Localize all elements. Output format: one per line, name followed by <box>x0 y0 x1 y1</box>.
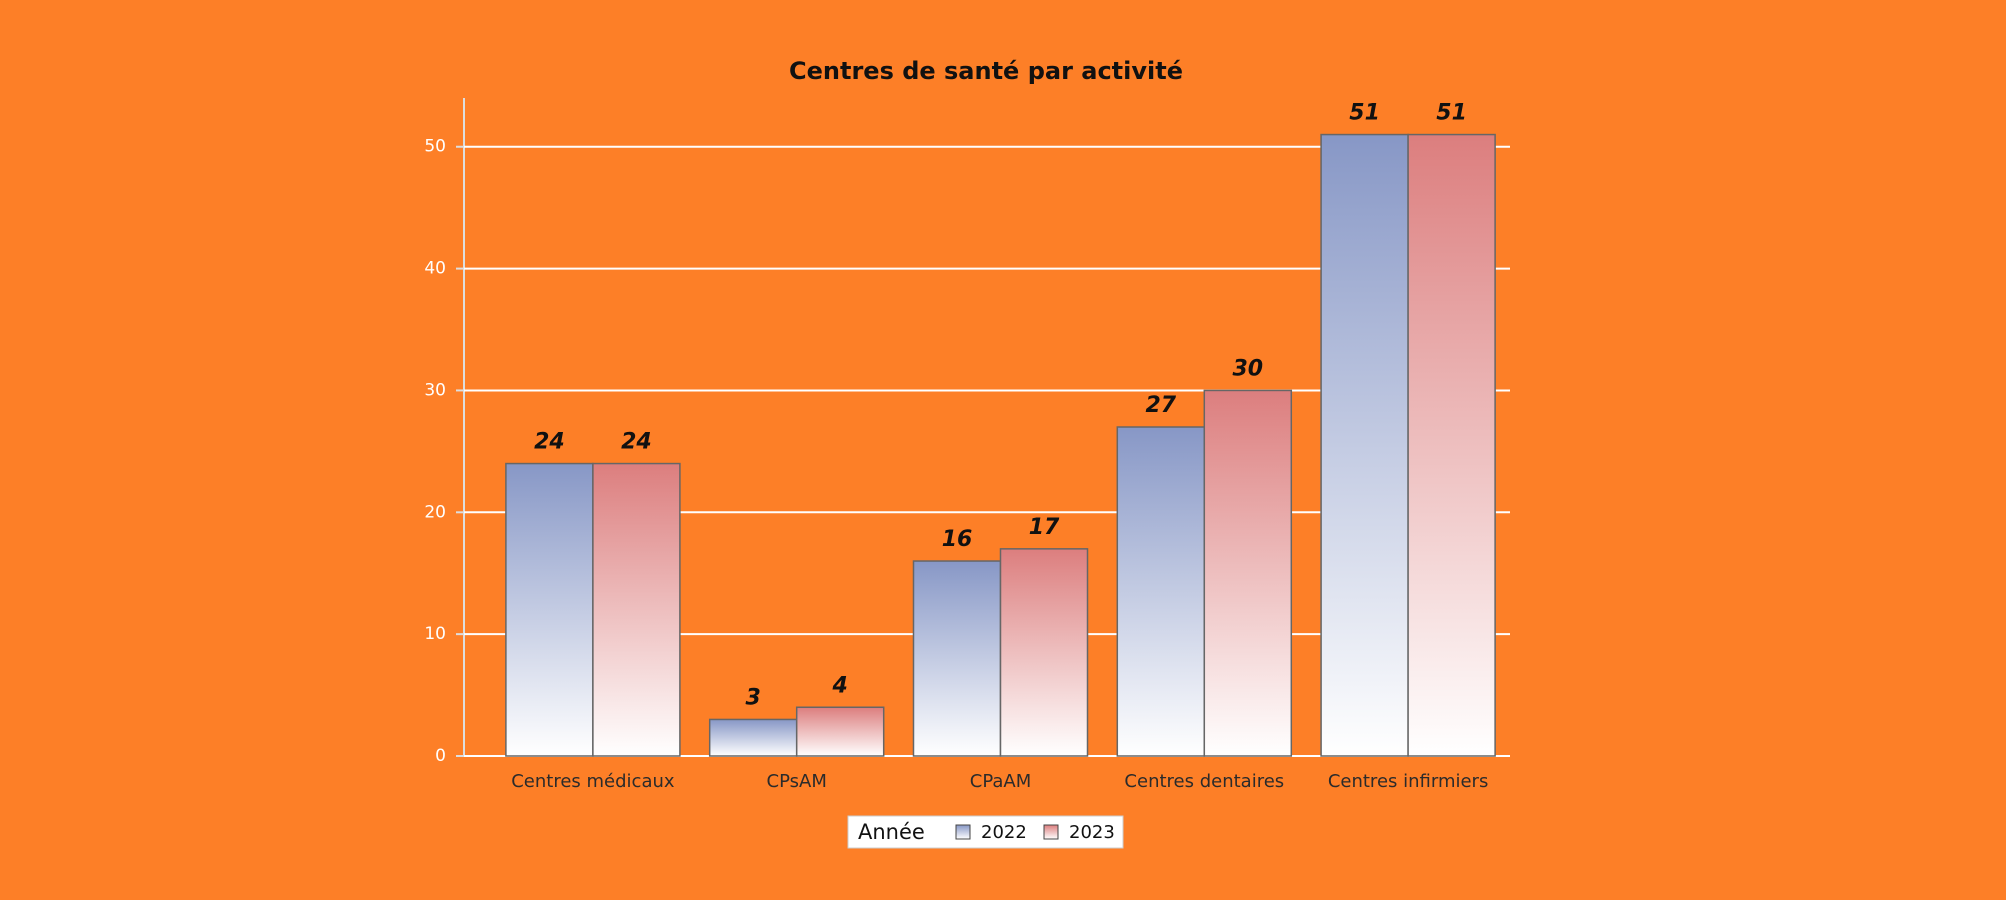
y-tick-label: 10 <box>424 624 446 644</box>
x-tick-label: CPaAM <box>970 771 1032 792</box>
value-label: 3 <box>746 685 761 710</box>
legend-title: Année <box>858 820 925 844</box>
x-tick-label: CPsAM <box>767 771 827 792</box>
value-label: 17 <box>1029 515 1060 540</box>
chart-title: Centres de santé par activité <box>789 57 1183 85</box>
bar <box>1203 389 1293 757</box>
bar <box>1320 133 1409 757</box>
legend-label: 2023 <box>1069 822 1115 843</box>
bar <box>999 548 1089 757</box>
bar <box>592 462 681 757</box>
bar <box>505 462 594 757</box>
y-tick-label: 30 <box>424 380 446 400</box>
value-label: 24 <box>621 430 652 455</box>
value-label: 4 <box>832 673 848 698</box>
x-tick-label: Centres dentaires <box>1124 771 1284 792</box>
legend-swatch <box>1043 824 1059 840</box>
bar <box>912 560 1002 757</box>
legend-swatch <box>955 824 971 840</box>
value-label: 51 <box>1436 101 1467 126</box>
bar <box>708 718 798 757</box>
bar <box>1407 133 1496 757</box>
bar <box>1116 426 1206 757</box>
value-label: 16 <box>942 527 973 552</box>
value-label: 30 <box>1232 356 1263 381</box>
legend-label: 2022 <box>981 822 1027 843</box>
legend-box <box>847 815 1124 849</box>
y-tick-label: 40 <box>424 259 446 279</box>
x-tick-label: Centres infirmiers <box>1328 771 1489 792</box>
y-tick-label: 50 <box>424 137 446 157</box>
y-tick-label: 20 <box>424 502 446 522</box>
x-tick-label: Centres médicaux <box>511 771 675 792</box>
legend: Année 2022 2023 <box>847 815 1124 849</box>
bar <box>795 706 885 757</box>
value-label: 51 <box>1349 101 1380 126</box>
value-label: 27 <box>1145 393 1176 418</box>
y-tick-label: 0 <box>435 746 446 766</box>
value-label: 24 <box>534 430 565 455</box>
